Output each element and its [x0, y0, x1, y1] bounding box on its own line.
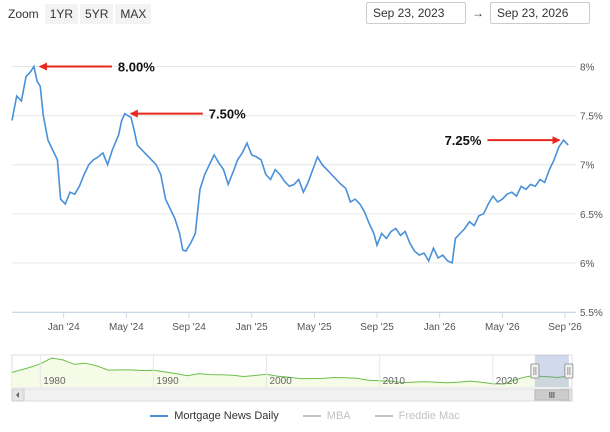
- x-axis: Jan '24 May '24 Sep '24 Jan '25 May '25 Sep '…: [48, 312, 582, 333]
- zoom-max-button[interactable]: MAX: [115, 4, 152, 24]
- navigator-handle-right[interactable]: [564, 363, 574, 379]
- x-tick-label: Jan '25: [236, 322, 268, 333]
- x-tick-label: May '25: [297, 322, 332, 333]
- scrollbar-track: [11, 388, 573, 402]
- date-from-input[interactable]: [366, 2, 466, 24]
- legend-item-freddie-mac[interactable]: Freddie Mac: [374, 410, 460, 422]
- grid-lines: [12, 66, 576, 313]
- x-tick-label: Sep '24: [172, 322, 206, 333]
- chevron-left-icon: [16, 392, 19, 398]
- x-tick-label: Sep '26: [548, 322, 582, 333]
- x-tick-label: Jan '24: [48, 322, 80, 333]
- y-axis: 8% 7.5% 7% 6.5% 6% 5.5%: [580, 63, 603, 319]
- x-tick-label: May '26: [485, 322, 520, 333]
- legend-label: Mortgage News Daily: [174, 410, 279, 422]
- annotation-label: 7.25%: [445, 133, 482, 148]
- x-tick-label: Sep '25: [360, 322, 394, 333]
- range-arrow-icon: →: [472, 6, 484, 20]
- navigator[interactable]: 1980 1990 2000 2010 2020: [11, 354, 574, 402]
- legend-item-mba[interactable]: MBA: [302, 410, 351, 422]
- legend-label: MBA: [326, 410, 351, 422]
- y-tick-label: 7%: [580, 161, 595, 172]
- navigator-handle-left[interactable]: [530, 363, 540, 379]
- x-tick-label: May '24: [109, 322, 144, 333]
- zoom-label: Zoom: [8, 7, 39, 21]
- date-to-input[interactable]: [490, 2, 590, 24]
- zoom-5yr-button[interactable]: 5YR: [80, 4, 114, 24]
- y-tick-label: 5.5%: [580, 308, 603, 319]
- legend-swatch: [150, 415, 169, 417]
- navigator-year-label: 1980: [43, 376, 66, 387]
- legend: Mortgage News Daily MBA Freddie Mac: [0, 410, 610, 422]
- date-range: →: [366, 2, 590, 24]
- y-tick-label: 8%: [580, 63, 595, 74]
- zoom-bar: Zoom 1YR 5YR MAX: [8, 4, 153, 24]
- navigator-year-label: 1990: [156, 376, 179, 387]
- legend-item-mortgage-news-daily[interactable]: Mortgage News Daily: [150, 410, 279, 422]
- navigator-year-label: 2010: [383, 376, 406, 387]
- navigator-line: [11, 357, 569, 385]
- y-tick-label: 7.5%: [580, 112, 603, 123]
- annotation-label: 7.50%: [209, 107, 246, 122]
- y-tick-label: 6.5%: [580, 210, 603, 221]
- legend-swatch: [302, 415, 321, 417]
- x-tick-label: Jan '26: [424, 322, 456, 333]
- legend-label: Freddie Mac: [398, 410, 460, 422]
- y-tick-label: 6%: [580, 259, 595, 270]
- navigator-year-label: 2000: [270, 376, 293, 387]
- navigator-year-label: 2020: [496, 376, 519, 387]
- annotations: 8.00% 7.50% 7.25%: [38, 60, 561, 148]
- legend-swatch: [374, 415, 393, 417]
- annotation-label: 8.00%: [118, 60, 155, 75]
- navigator-selection: [534, 355, 569, 387]
- zoom-1yr-button[interactable]: 1YR: [44, 4, 79, 24]
- navigator-area: [12, 358, 569, 387]
- series-line-mortgage-news-daily: [11, 64, 569, 265]
